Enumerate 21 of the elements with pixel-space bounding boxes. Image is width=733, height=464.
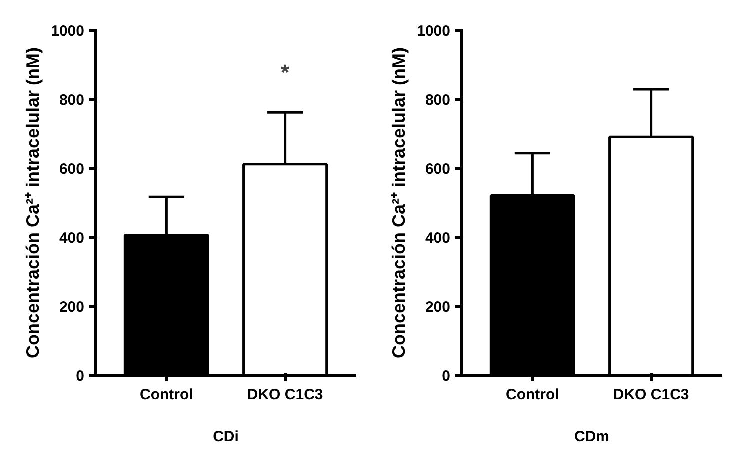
x-tick-label: DKO C1C3 xyxy=(613,386,690,404)
y-axis-title: Concentración Ca²⁺ intracelular (nM) xyxy=(23,47,44,359)
y-tick-label: 600 xyxy=(59,161,85,178)
y-tick-label: 1000 xyxy=(51,23,85,40)
x-axis-title: CDm xyxy=(574,428,610,446)
y-tick-label: 800 xyxy=(59,92,85,109)
y-tick-label: 400 xyxy=(59,230,85,247)
y-tick-label: 0 xyxy=(442,368,450,385)
y-tick-label: 400 xyxy=(425,230,451,247)
annotation: * xyxy=(281,60,290,86)
y-tick-label: 1000 xyxy=(417,23,451,40)
y-tick-label: 600 xyxy=(425,161,451,178)
x-tick-label: Control xyxy=(506,386,560,404)
y-tick-label: 0 xyxy=(76,368,84,385)
y-tick-label: 200 xyxy=(59,299,85,316)
y-tick-label: 800 xyxy=(425,92,451,109)
y-axis-title: Concentración Ca²⁺ intracelular (nM) xyxy=(389,47,410,359)
y-tick-label: 200 xyxy=(425,299,451,316)
x-tick-label: Control xyxy=(140,386,194,404)
x-tick-label: DKO C1C3 xyxy=(247,386,324,404)
x-axis-title: CDi xyxy=(213,428,239,446)
